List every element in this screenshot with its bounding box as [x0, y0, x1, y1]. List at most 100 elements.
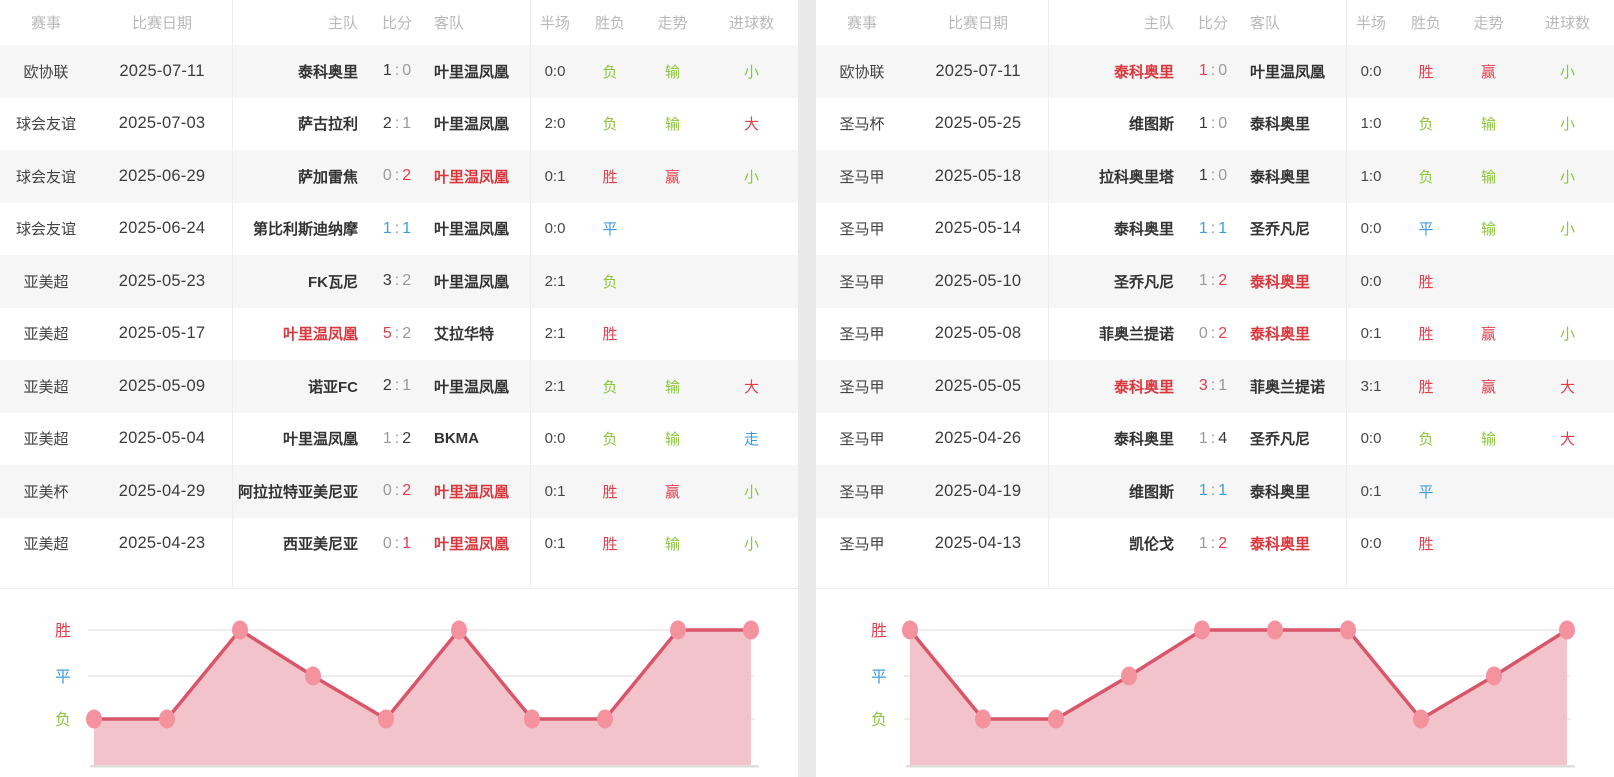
- away-team-cell: 泰科奥里: [1250, 273, 1311, 291]
- date-cell: 2025-05-04: [118, 429, 206, 448]
- home-goals: 3: [1198, 377, 1208, 395]
- trend-area: [94, 630, 751, 765]
- y-axis-label-2: 平: [871, 669, 887, 686]
- trend-point: [1559, 620, 1575, 640]
- match-row: 圣马甲 2025-05-14 泰科奥里 1:1 圣乔凡尼 0:0 平 输 小: [816, 203, 1614, 256]
- date-cell: 2025-06-29: [118, 166, 206, 185]
- score-cell: 1:0: [366, 62, 428, 80]
- score-separator: :: [1210, 167, 1216, 185]
- away-team-cell: 泰科奥里: [1250, 326, 1311, 344]
- away-goals: 0: [402, 62, 412, 80]
- trend-cell: 赢: [664, 168, 680, 186]
- col-header-competition: 赛事: [846, 15, 877, 32]
- score-cell: 1:2: [1182, 272, 1244, 290]
- date-cell: 2025-05-23: [118, 271, 206, 290]
- trend-cell: 赢: [1480, 378, 1496, 396]
- match-row: 欧协联 2025-07-11 泰科奥里 1:0 叶里温凤凰 0:0 负 输 小: [0, 45, 798, 98]
- half-time-cell: 0:0: [544, 430, 566, 448]
- col-header-date: 比赛日期: [131, 15, 192, 32]
- trend-cell: 赢: [664, 483, 680, 501]
- date-cell: 2025-05-14: [934, 219, 1022, 238]
- away-team-cell: 圣乔凡尼: [1250, 221, 1311, 239]
- home-goals: 0: [382, 534, 392, 552]
- half-time-cell: 1:0: [1360, 115, 1382, 133]
- result-cell: 负: [602, 116, 618, 134]
- competition-cell: 亚美超: [23, 431, 69, 449]
- trend-chart-left: 胜平负: [55, 620, 759, 768]
- trend-point: [1048, 709, 1064, 729]
- col-header-half: 半场: [539, 15, 570, 32]
- home-team-cell: 阿拉拉特亚美尼亚: [237, 483, 358, 501]
- col-header-away: 客队: [434, 15, 465, 32]
- trend-cell: 赢: [1480, 326, 1496, 344]
- score-cell: 1:0: [1182, 115, 1244, 133]
- trend-point: [86, 709, 102, 729]
- away-goals: 0: [1218, 114, 1228, 132]
- result-cell: 负: [1418, 168, 1434, 186]
- goals-cell: 小: [743, 168, 759, 186]
- away-goals: 1: [1218, 219, 1228, 237]
- competition-cell: 圣马甲: [839, 221, 885, 239]
- date-cell: 2025-04-13: [934, 534, 1022, 553]
- home-team-cell: 萨加雷焦: [297, 168, 358, 186]
- score-cell: 2:1: [366, 115, 428, 133]
- goals-cell: 大: [1559, 378, 1575, 396]
- competition-cell: 球会友谊: [15, 116, 76, 134]
- competition-cell: 圣马甲: [839, 273, 885, 291]
- trend-point: [597, 709, 613, 729]
- score-separator: :: [394, 482, 400, 500]
- competition-cell: 球会友谊: [15, 168, 76, 186]
- away-team-cell: 菲奥兰提诺: [1250, 378, 1326, 396]
- away-goals: 1: [1218, 482, 1228, 500]
- home-team-cell: 叶里温凤凰: [282, 326, 358, 344]
- col-header-date: 比赛日期: [947, 15, 1008, 32]
- goals-cell: 小: [743, 536, 759, 554]
- table-header-row: 赛事 比赛日期 主队 比分 客队 半场 胜负 走势 进球数: [0, 0, 798, 45]
- y-axis-label-3: 负: [55, 711, 71, 729]
- table-header-row: 赛事 比赛日期 主队 比分 客队 半场 胜负 走势 进球数: [816, 0, 1614, 45]
- away-team-cell: 叶里温凤凰: [434, 63, 510, 81]
- score-cell: 0:2: [366, 482, 428, 500]
- col-header-goals: 进球数: [728, 15, 774, 32]
- home-team-match-panel: 赛事 比赛日期 主队 比分 客队 半场 胜负 走势 进球数 欧协联 2025-07…: [0, 0, 798, 777]
- away-team-cell: 泰科奥里: [1250, 483, 1311, 501]
- score-separator: :: [1210, 62, 1216, 80]
- half-time-cell: 0:1: [544, 167, 566, 185]
- trend-point: [232, 620, 248, 640]
- trend-point: [378, 709, 394, 729]
- home-goals: 1: [1198, 167, 1208, 185]
- match-row: 亚美超 2025-04-23 西亚美尼亚 0:1 叶里温凤凰 0:1 胜 输 小: [0, 518, 798, 571]
- home-goals: 1: [382, 219, 392, 237]
- home-goals: 1: [1198, 114, 1208, 132]
- date-cell: 2025-05-05: [934, 376, 1022, 395]
- away-team-match-panel: 赛事 比赛日期 主队 比分 客队 半场 胜负 走势 进球数 欧协联 2025-07…: [816, 0, 1614, 777]
- result-cell: 胜: [602, 168, 618, 186]
- home-goals: 1: [1198, 272, 1208, 290]
- date-cell: 2025-07-03: [118, 114, 206, 133]
- home-goals: 1: [1198, 482, 1208, 500]
- column-divider: [232, 0, 233, 588]
- column-divider: [530, 0, 531, 588]
- score-separator: :: [1210, 534, 1216, 552]
- match-row: 圣马甲 2025-05-10 圣乔凡尼 1:2 泰科奥里 0:0 胜: [816, 255, 1614, 308]
- score-separator: :: [394, 114, 400, 132]
- table-bottom-divider: [816, 588, 1614, 589]
- home-goals: 2: [382, 114, 392, 132]
- home-team-cell: 圣乔凡尼: [1113, 273, 1174, 291]
- home-goals: 1: [382, 429, 392, 447]
- away-goals: 2: [1218, 324, 1228, 342]
- col-header-home: 主队: [1143, 15, 1174, 32]
- date-cell: 2025-05-09: [118, 376, 206, 395]
- away-goals: 4: [1218, 429, 1228, 447]
- trend-cell: 输: [664, 536, 680, 554]
- score-cell: 1:1: [1182, 482, 1244, 500]
- half-time-cell: 0:0: [544, 220, 566, 238]
- competition-cell: 圣马甲: [839, 483, 885, 501]
- goals-cell: 大: [743, 378, 759, 396]
- competition-cell: 亚美超: [23, 378, 69, 396]
- score-separator: :: [394, 324, 400, 342]
- score-cell: 3:1: [1182, 377, 1244, 395]
- chart-baseline: [906, 765, 1575, 768]
- match-row: 亚美超 2025-05-04 叶里温凤凰 1:2 BKMA 0:0 负 输 走: [0, 413, 798, 466]
- goals-cell: 大: [1559, 431, 1575, 449]
